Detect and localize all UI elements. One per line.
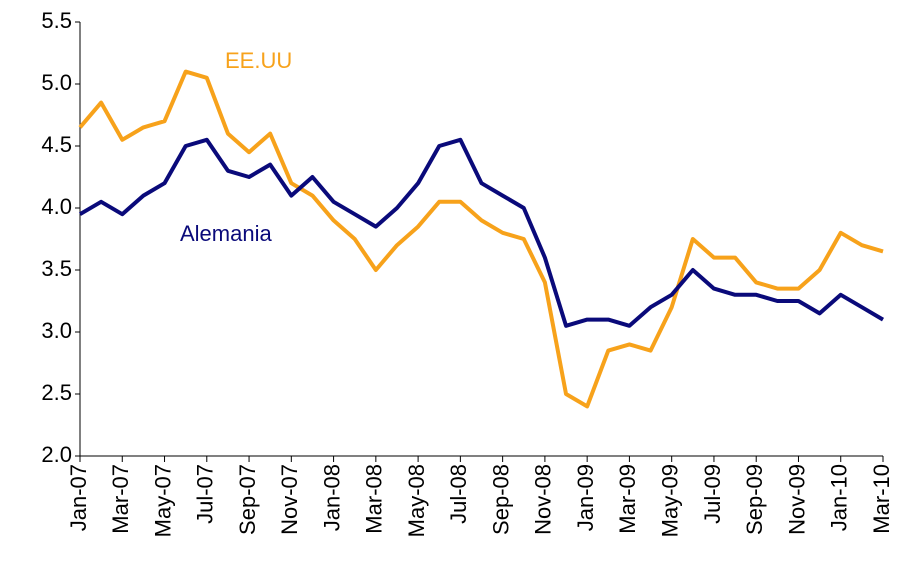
x-tick-label: Jul-08 xyxy=(446,464,471,524)
line-1 xyxy=(78,137,885,328)
y-tick-label: 4.0 xyxy=(41,194,72,219)
x-tick-label: Sep-09 xyxy=(742,464,767,535)
x-tick-label: May-08 xyxy=(404,464,429,537)
x-tick-label: May-09 xyxy=(657,464,682,537)
x-tick-label: Nov-07 xyxy=(277,464,302,535)
x-tick-label: Mar-10 xyxy=(869,464,894,534)
line-0 xyxy=(78,69,884,409)
y-tick-label: 2.5 xyxy=(41,380,72,405)
x-tick-label: Sep-07 xyxy=(235,464,260,535)
x-tick-label: May-07 xyxy=(150,464,175,537)
x-tick-label: Jul-07 xyxy=(193,464,218,524)
x-tick-label: Mar-07 xyxy=(108,464,133,534)
x-tick-label: Mar-08 xyxy=(362,464,387,534)
y-tick-label: 3.0 xyxy=(41,318,72,343)
x-tick-label: Jan-07 xyxy=(66,464,91,531)
x-tick-label: Sep-08 xyxy=(488,464,513,535)
x-tick-label: Mar-09 xyxy=(615,464,640,534)
x-tick-label: Nov-08 xyxy=(531,464,556,535)
x-tick-label: Jul-09 xyxy=(700,464,725,524)
x-tick-label: Jan-10 xyxy=(827,464,852,531)
x-tick-label: Jan-09 xyxy=(573,464,598,531)
y-tick-label: 4.5 xyxy=(41,132,72,157)
y-tick-label: 3.5 xyxy=(41,256,72,281)
y-tick-label: 5.5 xyxy=(41,8,72,33)
x-tick-label: Nov-09 xyxy=(784,464,809,535)
series-label: EE.UU xyxy=(225,48,292,73)
series-label: Alemania xyxy=(180,221,272,246)
y-tick-label: 2.0 xyxy=(41,442,72,467)
y-tick-label: 5.0 xyxy=(41,70,72,95)
x-tick-label: Jan-08 xyxy=(319,464,344,531)
